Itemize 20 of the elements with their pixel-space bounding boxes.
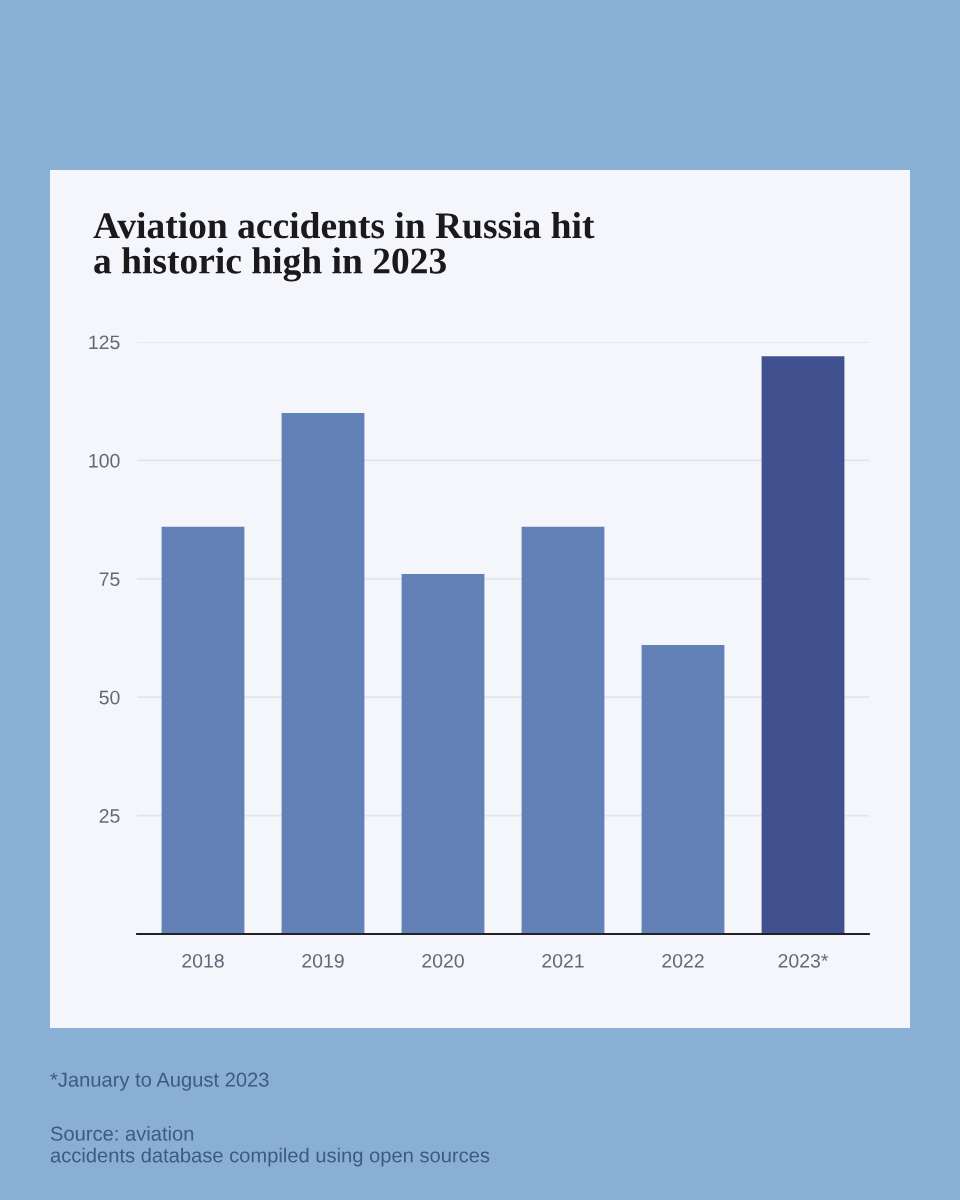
x-tick-label: 2022 (662, 953, 704, 968)
source-note: Source: aviation accidents database compiled using open sources (50, 1126, 490, 1167)
x-tick-label: 2021 (542, 953, 584, 968)
x-tick-label: 2019 (302, 953, 344, 968)
x-tick-label: 2018 (182, 953, 224, 968)
bar (641, 645, 725, 934)
x-tick-label: 2020 (422, 953, 464, 968)
bar (281, 413, 365, 934)
y-tick-label: 75 (99, 572, 120, 587)
y-tick-label: 100 (89, 453, 120, 468)
bar (761, 356, 845, 934)
chart-title: Aviation accidents in Russia hit a historic high in 2023 (93, 212, 595, 282)
bar (161, 526, 245, 934)
y-tick-label: 50 (99, 690, 120, 705)
y-tick-label: 125 (89, 335, 120, 350)
y-tick-label: 25 (99, 809, 120, 823)
x-tick-label: 2023* (778, 953, 829, 968)
text: *January to August 2023 (50, 1072, 269, 1091)
bar (401, 574, 485, 934)
bar (521, 526, 605, 934)
